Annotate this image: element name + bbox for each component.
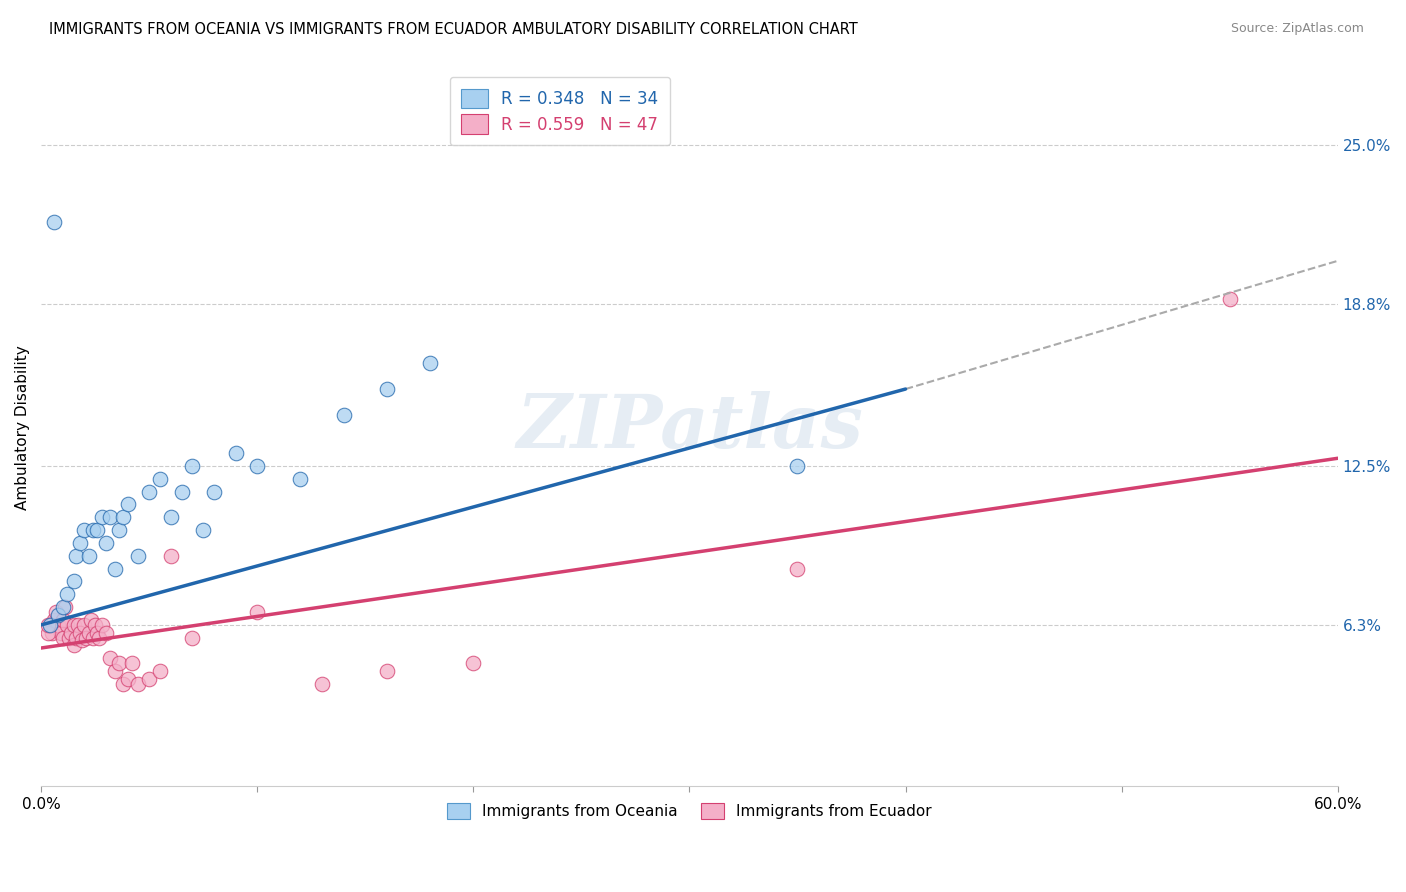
Point [86, 523, 108, 537]
Point [53, 599, 76, 614]
Point [37, 618, 59, 632]
Point [90, 510, 112, 524]
Point [786, 561, 808, 575]
Point [52, 613, 75, 627]
Point [159, 510, 181, 524]
Point [58, 631, 80, 645]
Point [60, 625, 83, 640]
Point [94, 625, 117, 640]
Point [89, 631, 111, 645]
Point [332, 408, 354, 422]
Point [42, 613, 65, 627]
Point [193, 523, 215, 537]
Point [84, 618, 107, 632]
Point [52, 599, 75, 614]
Point [45, 605, 67, 619]
Point [90, 618, 112, 632]
Legend: Immigrants from Oceania, Immigrants from Ecuador: Immigrants from Oceania, Immigrants from… [441, 797, 938, 825]
Point [117, 497, 139, 511]
Point [41, 625, 63, 640]
Point [86, 625, 108, 640]
Point [49, 625, 72, 640]
Point [138, 672, 160, 686]
Text: IMMIGRANTS FROM OCEANIA VS IMMIGRANTS FROM ECUADOR AMBULATORY DISABILITY CORRELA: IMMIGRANTS FROM OCEANIA VS IMMIGRANTS FR… [49, 22, 858, 37]
Point [77, 549, 100, 563]
Point [225, 446, 247, 460]
Point [181, 458, 204, 473]
Point [73, 523, 96, 537]
Point [138, 484, 160, 499]
Point [117, 672, 139, 686]
Point [127, 677, 149, 691]
Point [181, 631, 204, 645]
Point [246, 605, 269, 619]
Point [69, 625, 91, 640]
Point [76, 631, 98, 645]
Point [108, 523, 131, 537]
Point [77, 625, 100, 640]
Text: ZIPatlas: ZIPatlas [516, 392, 863, 464]
Point [48, 618, 70, 632]
Point [62, 574, 84, 589]
Point [1219, 293, 1241, 307]
Point [70, 633, 93, 648]
Point [202, 484, 225, 499]
Point [38, 618, 60, 632]
Point [311, 677, 333, 691]
Point [82, 631, 104, 645]
Point [108, 657, 131, 671]
Point [463, 657, 485, 671]
Point [149, 664, 172, 678]
Point [127, 549, 149, 563]
Point [170, 484, 193, 499]
Point [149, 472, 172, 486]
Point [52, 631, 75, 645]
Point [80, 613, 103, 627]
Y-axis label: Ambulatory Disability: Ambulatory Disability [15, 345, 30, 510]
Point [290, 472, 312, 486]
Text: Source: ZipAtlas.com: Source: ZipAtlas.com [1230, 22, 1364, 36]
Point [98, 510, 121, 524]
Point [159, 549, 181, 563]
Point [375, 664, 398, 678]
Point [103, 561, 125, 575]
Point [786, 458, 808, 473]
Point [246, 458, 269, 473]
Point [56, 587, 79, 601]
Point [48, 607, 70, 622]
Point [62, 618, 84, 632]
Point [73, 618, 96, 632]
Point [38, 618, 60, 632]
Point [62, 639, 84, 653]
Point [56, 618, 79, 632]
Point [94, 536, 117, 550]
Point [419, 356, 441, 370]
Point [82, 523, 104, 537]
Point [69, 536, 91, 550]
Point [112, 677, 135, 691]
Point [66, 618, 89, 632]
Point [42, 215, 65, 229]
Point [98, 651, 121, 665]
Point [65, 549, 87, 563]
Point [65, 631, 87, 645]
Point [37, 625, 59, 640]
Point [121, 657, 143, 671]
Point [375, 382, 398, 396]
Point [103, 664, 125, 678]
Point [112, 510, 135, 524]
